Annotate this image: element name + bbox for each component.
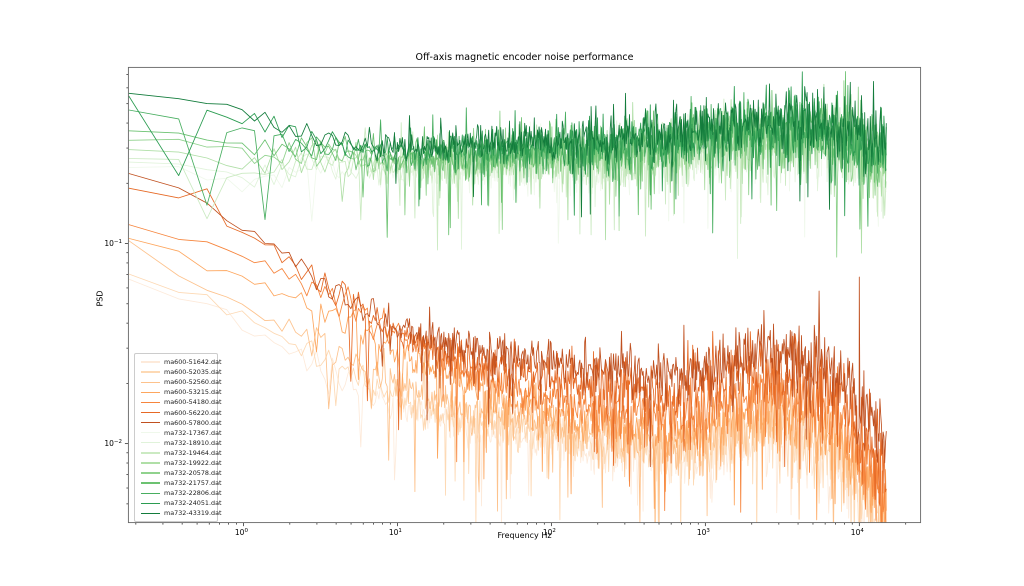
x-tick-label: 102 <box>543 528 556 537</box>
legend-item-ma600-56220: ma600-56220.dat <box>135 407 222 417</box>
series-line-ma732-43319 <box>128 80 887 218</box>
legend-item-ma732-24051: ma732-24051.dat <box>135 498 222 508</box>
legend-swatch <box>141 381 160 383</box>
legend-item-ma732-20578: ma732-20578.dat <box>135 468 222 478</box>
legend-label: ma732-21757.dat <box>164 479 222 488</box>
legend-label: ma732-19464.dat <box>164 448 222 457</box>
legend-label: ma732-17367.dat <box>164 428 222 437</box>
legend-item-ma732-19922: ma732-19922.dat <box>135 458 222 468</box>
legend-item-ma600-52560: ma600-52560.dat <box>135 377 222 387</box>
tick-labels: 100 101 102 103 104 10−1 10−2 <box>104 239 864 537</box>
legend-item-ma600-52035: ma600-52035.dat <box>135 367 222 377</box>
chart-title: Off-axis magnetic encoder noise performa… <box>415 52 634 63</box>
legend-label: ma600-52560.dat <box>164 378 222 387</box>
legend-label: ma732-24051.dat <box>164 499 222 508</box>
legend-swatch <box>141 472 160 474</box>
legend-swatch <box>141 442 160 444</box>
plot-area <box>128 71 887 523</box>
legend-item-ma600-57800: ma600-57800.dat <box>135 418 222 428</box>
legend-item-ma600-51642: ma600-51642.dat <box>135 357 222 367</box>
legend-item-ma732-18910: ma732-18910.dat <box>135 438 222 448</box>
legend-label: ma732-19922.dat <box>164 458 222 467</box>
legend-label: ma732-22806.dat <box>164 489 222 498</box>
y-axis-label: PSD <box>95 290 105 307</box>
x-axis-label: Frequency Hz <box>497 531 552 540</box>
legend-swatch <box>141 502 160 505</box>
legend-swatch <box>141 482 160 484</box>
legend-swatch <box>141 361 160 363</box>
legend-item-ma732-21757: ma732-21757.dat <box>135 478 222 488</box>
legend-label: ma600-57800.dat <box>164 418 222 427</box>
legend-label: ma600-54180.dat <box>164 398 222 407</box>
legend-item-ma600-53215: ma600-53215.dat <box>135 387 222 397</box>
legend-swatch <box>141 401 160 404</box>
legend-label: ma600-52035.dat <box>164 368 222 377</box>
x-tick-label: 104 <box>851 528 865 537</box>
legend-swatch <box>141 462 160 464</box>
legend-label: ma732-18910.dat <box>164 438 222 447</box>
legend-label: ma732-20578.dat <box>164 469 222 478</box>
legend-label: ma600-51642.dat <box>164 358 222 367</box>
x-tick-label: 103 <box>697 528 711 537</box>
legend-item-ma732-22806: ma732-22806.dat <box>135 488 222 498</box>
legend-label: ma600-56220.dat <box>164 408 222 417</box>
legend-swatch <box>141 432 160 434</box>
series-line-ma600-57800 <box>128 173 887 468</box>
legend: ma600-51642.dat ma600-52035.dat ma600-5256… <box>134 353 222 522</box>
legend-swatch <box>141 411 160 414</box>
legend-swatch <box>141 452 160 454</box>
legend-item-ma732-17367: ma732-17367.dat <box>135 428 222 438</box>
legend-label: ma600-53215.dat <box>164 388 222 397</box>
series-line-ma600-53215 <box>128 237 887 523</box>
legend-swatch <box>141 512 160 515</box>
legend-item-ma600-54180: ma600-54180.dat <box>135 397 222 407</box>
legend-swatch <box>141 492 160 494</box>
legend-item-ma732-19464: ma732-19464.dat <box>135 448 222 458</box>
y-tick-label: 10−1 <box>104 239 122 248</box>
y-tick-label: 10−2 <box>104 439 122 448</box>
plot-border <box>127 66 922 524</box>
legend-item-ma732-43319: ma732-43319.dat <box>135 508 222 518</box>
legend-swatch <box>141 391 160 394</box>
legend-swatch <box>141 371 160 373</box>
x-tick-label: 101 <box>389 528 402 537</box>
x-tick-label: 100 <box>235 528 249 537</box>
legend-swatch <box>141 421 160 424</box>
legend-label: ma732-43319.dat <box>164 509 222 518</box>
